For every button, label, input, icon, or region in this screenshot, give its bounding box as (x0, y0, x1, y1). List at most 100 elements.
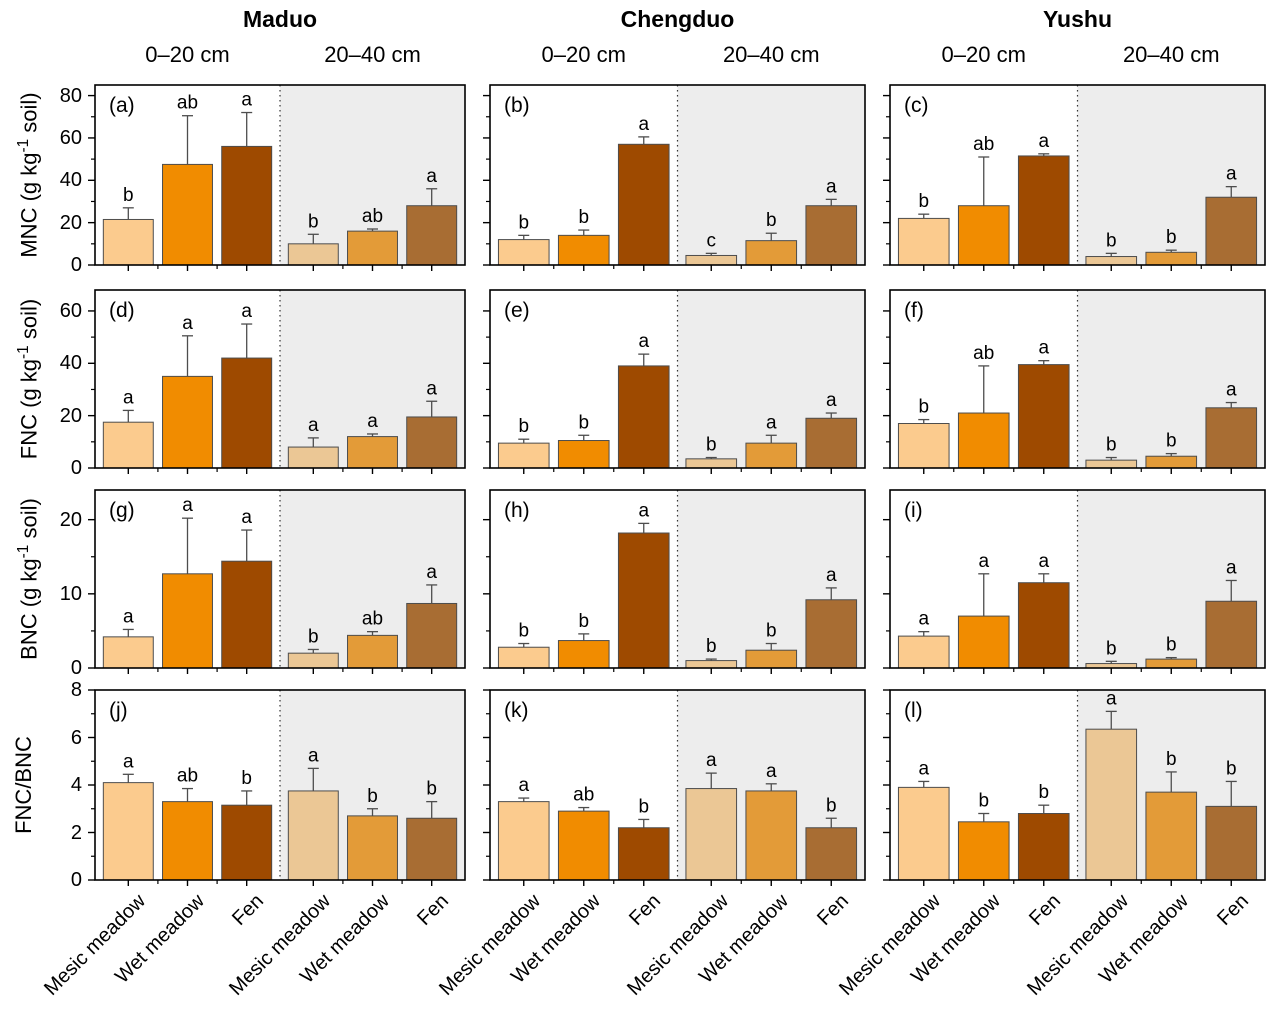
significance-letter: b (706, 435, 717, 456)
bar-20–40 cm-Fen (1205, 196, 1258, 266)
significance-letter: b (518, 621, 529, 642)
bar-20–40 cm-Mesic meadow (685, 660, 738, 669)
panel-l: a b b a b b (l) (883, 688, 1266, 886)
bar-0–20 cm-Wet meadow (162, 375, 213, 469)
significance-letter: a (1038, 551, 1049, 572)
significance-letter: a (1226, 557, 1237, 578)
significance-letter: a (1226, 380, 1237, 401)
significance-letter: b (1106, 230, 1117, 251)
panel-tag: (j) (109, 699, 128, 722)
significance-letter: b (1166, 227, 1177, 248)
panel-d: a a a a a a (d) (88, 289, 466, 474)
bar-0–20 cm-Fen (1017, 364, 1070, 469)
bar-20–40 cm-Fen (406, 817, 458, 881)
panel-j: aab bab b(j) (88, 689, 466, 886)
bar-20–40 cm-Wet meadow (1145, 251, 1198, 266)
significance-letter: a (241, 507, 252, 528)
bar-20–40 cm-Fen (406, 205, 458, 266)
significance-letter: a (241, 90, 252, 111)
bar-0–20 cm-Wet meadow (162, 801, 213, 881)
significance-letter: a (123, 751, 134, 772)
y-tick-label: 20 (59, 211, 82, 234)
panel-border (94, 289, 466, 469)
significance-letter: b (1106, 638, 1117, 659)
bar-20–40 cm-Wet meadow (1145, 791, 1198, 881)
bar-20–40 cm-Mesic meadow (287, 790, 339, 881)
significance-letter: b (638, 796, 649, 817)
significance-letter: a (918, 609, 929, 630)
panel-border (489, 289, 866, 469)
significance-letter: a (241, 301, 252, 322)
y-tick-label: 40 (59, 352, 82, 375)
bar-0–20 cm-Wet meadow (162, 163, 213, 266)
bar-20–40 cm-Mesic meadow (1085, 256, 1138, 266)
depth-label-1-1: 20–40 cm (722, 42, 820, 67)
significance-letter: ab (573, 785, 594, 806)
bar-0–20 cm-Fen (1017, 582, 1070, 669)
bar-0–20 cm-Mesic meadow (102, 782, 154, 881)
significance-letter: b (978, 791, 989, 812)
significance-letter: a (123, 387, 134, 408)
bar-20–40 cm-Fen (1205, 407, 1258, 469)
bar-0–20 cm-Wet meadow (957, 205, 1010, 266)
significance-letter: a (638, 331, 649, 352)
depth-label-0-1: 20–40 cm (324, 42, 421, 67)
significance-letter: a (826, 176, 837, 197)
panel-tag: (i) (904, 499, 923, 522)
depth-label-2-1: 20–40 cm (1122, 42, 1220, 67)
y-tick-label: 0 (70, 254, 82, 276)
bar-0–20 cm-Fen (1017, 155, 1070, 266)
y-tick-label: 0 (70, 869, 82, 891)
bar-20–40 cm-Fen (805, 599, 858, 669)
significance-letter: a (426, 562, 437, 583)
significance-letter: a (638, 114, 649, 135)
bar-20–40 cm-Wet meadow (347, 230, 398, 266)
depth-label-1-0: 0–20 cm (541, 42, 626, 67)
significance-letter: b (578, 611, 589, 632)
bar-20–40 cm-Mesic meadow (287, 243, 339, 266)
bar-0–20 cm-Mesic meadow (102, 421, 154, 469)
bar-0–20 cm-Mesic meadow (102, 218, 154, 266)
bar-0–20 cm-Fen (617, 827, 670, 881)
panel-tag: (h) (504, 499, 530, 522)
bar-20–40 cm-Wet meadow (745, 240, 798, 266)
significance-letter: a (1226, 164, 1237, 185)
significance-letter: a (308, 415, 319, 436)
panel-border (889, 489, 1266, 669)
bar-20–40 cm-Fen (805, 827, 858, 881)
panel-tag: (f) (904, 299, 924, 322)
bar-20–40 cm-Mesic meadow (685, 788, 738, 881)
significance-letter: a (1038, 131, 1049, 152)
significance-letter: a (826, 565, 837, 586)
site-title-2: Yushu (1042, 6, 1112, 32)
bar-0–20 cm-Mesic meadow (497, 239, 550, 266)
bar-20–40 cm-Wet meadow (745, 442, 798, 469)
panel-f: bab ab ba(f) (883, 289, 1266, 474)
significance-letter: b (308, 211, 319, 232)
bar-20–40 cm-Mesic meadow (685, 254, 738, 266)
bar-0–20 cm-Mesic meadow (497, 442, 550, 469)
bar-0–20 cm-Mesic meadow (897, 786, 950, 881)
significance-letter: a (1038, 338, 1049, 359)
bar-0–20 cm-Fen (617, 365, 670, 469)
panel-h: b b a b b a (h) (483, 489, 866, 674)
panel-c: bab ab ba(c) (883, 84, 1266, 271)
bar-0–20 cm-Wet meadow (957, 615, 1010, 669)
bar-0–20 cm-Fen (221, 357, 273, 469)
bar-20–40 cm-Fen (406, 416, 458, 469)
bar-0–20 cm-Mesic meadow (497, 801, 550, 881)
bar-20–40 cm-Mesic meadow (685, 458, 738, 469)
bar-0–20 cm-Fen (617, 532, 670, 669)
bar-0–20 cm-Wet meadow (957, 412, 1010, 469)
panel-tag: (g) (109, 499, 135, 522)
bar-20–40 cm-Fen (805, 417, 858, 469)
bar-20–40 cm-Wet meadow (347, 436, 398, 469)
significance-letter: ab (177, 766, 198, 787)
bar-0–20 cm-Mesic meadow (102, 636, 154, 669)
significance-letter: a (706, 750, 717, 771)
significance-letter: b (1106, 435, 1117, 456)
significance-letter: a (308, 745, 319, 766)
y-tick-label: 60 (59, 299, 82, 322)
